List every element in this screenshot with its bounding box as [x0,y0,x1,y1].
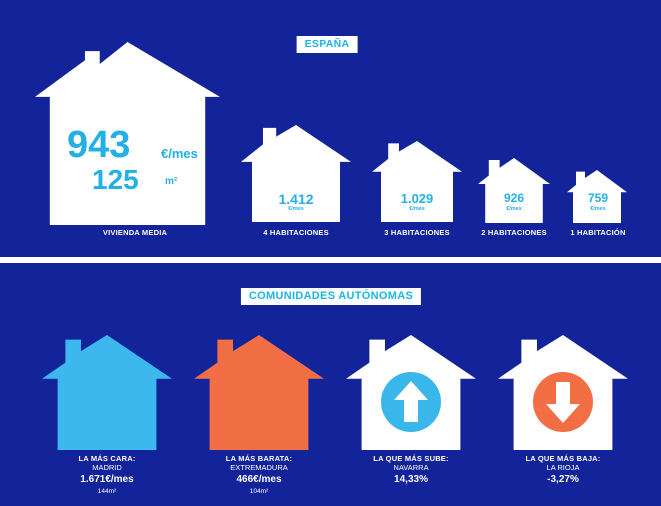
house-2-rooms-unit: €/mes [506,206,522,212]
house-4-rooms-label: 4 HABITACIONES [263,228,329,237]
main-size-unit: m² [165,176,178,187]
house-2-rooms-value: 926 [503,191,525,205]
house-1-room-unit: €/mes [590,206,606,212]
house-4-rooms-value: 1.412 [278,191,314,207]
main-price-unit: €/mes [161,146,198,161]
house-2-rooms-icon [478,158,550,223]
house-3-rooms-icon [372,141,462,222]
card-2-value: 466€/mes [236,474,282,485]
card-2-area: 104m² [249,488,269,495]
region-house-extremadura-icon [194,335,324,450]
house-1-room-value: 759 [587,191,609,205]
house-3-rooms-unit: €/mes [409,206,425,212]
main-size: 125 [92,164,139,195]
house-1-room-icon [567,170,627,223]
house-3-rooms-value: 1.029 [400,191,434,206]
card-1-region: MADRID [92,463,122,472]
card-3-region: NAVARRA [393,463,429,472]
card-1-area: 144m² [97,488,117,495]
arrow-down-icon [533,372,593,432]
card-2-title: LA MÁS BARATA: [225,454,293,463]
house-1-room-label: 1 HABITACIÓN [570,228,626,237]
house-2-rooms-label: 2 HABITACIONES [481,228,547,237]
house-4-rooms-unit: €/mes [288,206,304,212]
card-4-region: LA RIOJA [546,463,580,472]
card-3-title: LA QUE MÁS SUBE: [373,454,449,463]
house-4-rooms-icon [241,125,351,222]
main-price: 943 [67,124,131,166]
card-4-title: LA QUE MÁS BAJA: [525,454,601,463]
main-label: VIVIENDA MEDIA [102,228,168,237]
main-house-icon [35,42,220,225]
card-3-value: 14,33% [394,474,428,485]
arrow-up-icon [381,372,441,432]
region-house-madrid-icon [42,335,172,450]
house-3-rooms-label: 3 HABITACIONES [384,228,450,237]
card-2-region: EXTREMADURA [230,463,288,472]
spain-banner: ESPAÑA [296,36,358,53]
regions-banner: COMUNIDADES AUTÓNOMAS [240,288,422,305]
card-4-value: -3,27% [547,474,579,485]
card-1-title: LA MÁS CARA: [78,454,136,463]
card-1-value: 1.671€/mes [80,474,134,485]
